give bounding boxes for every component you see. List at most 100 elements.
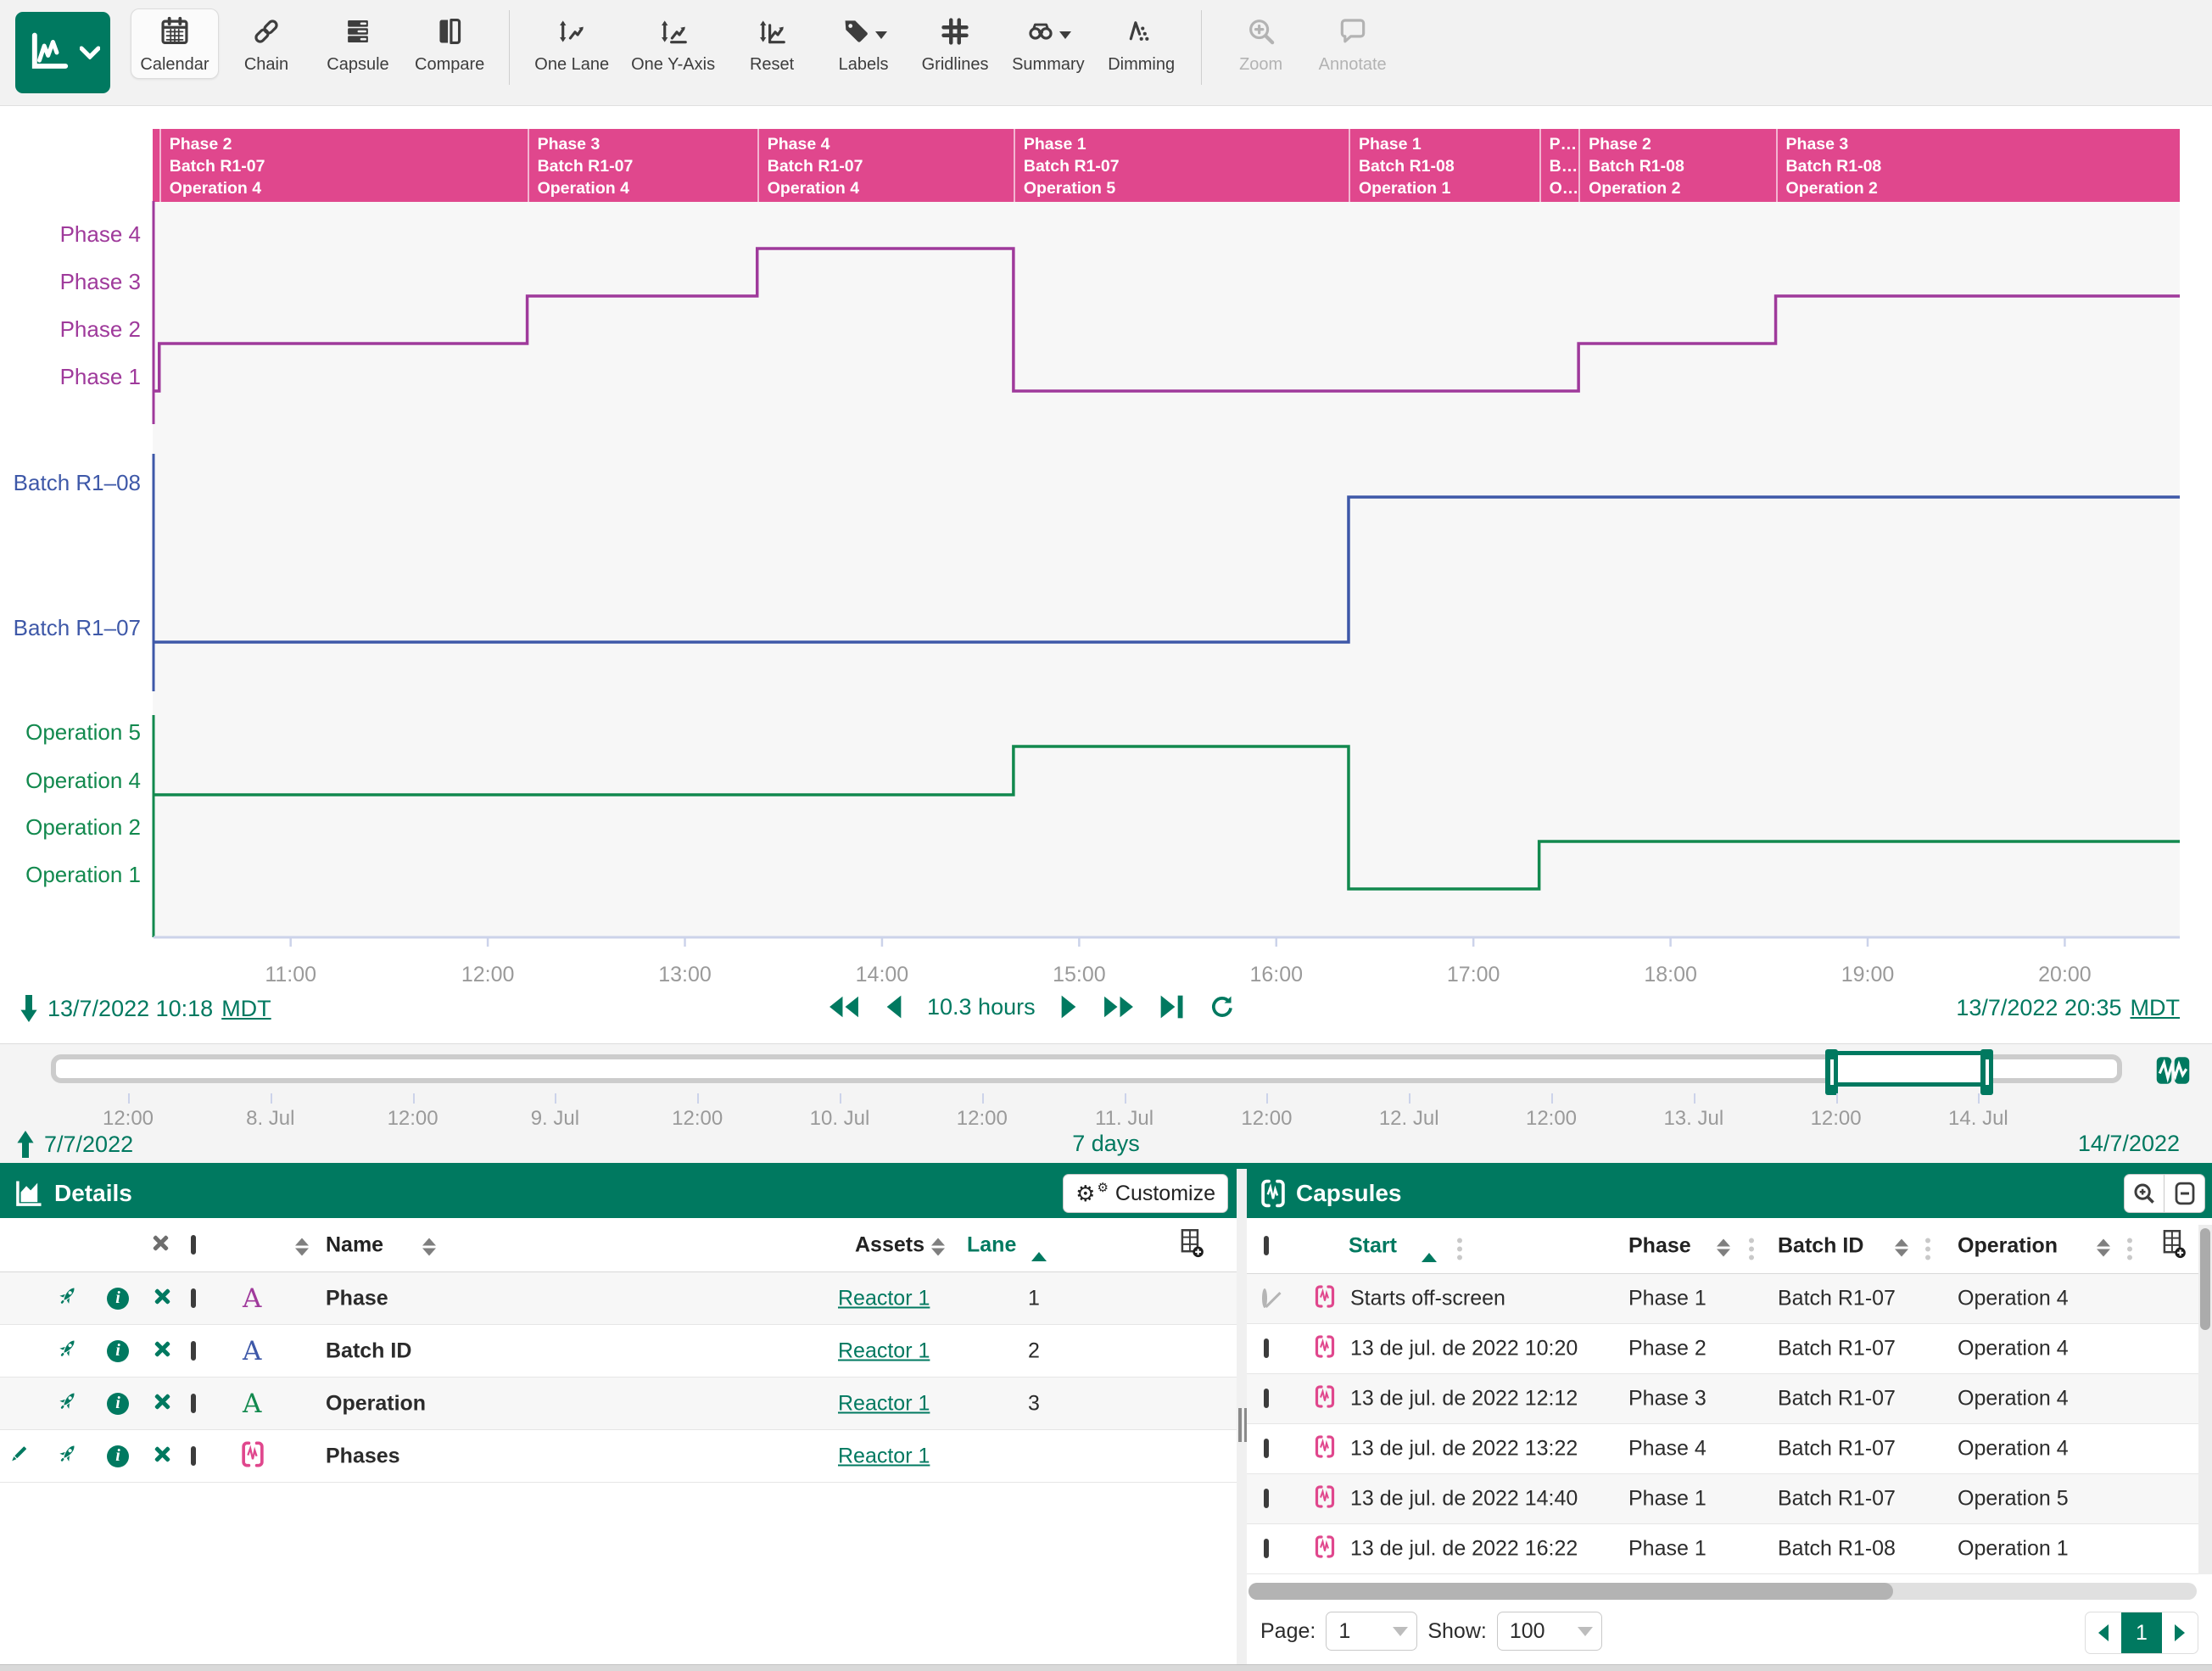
magnify-capsules-button[interactable] [2124, 1174, 2165, 1213]
scrubber-selection[interactable] [1825, 1049, 1993, 1095]
collapse-panel-button[interactable] [2165, 1174, 2205, 1213]
select-all-checkbox[interactable] [191, 1234, 196, 1255]
remove-icon[interactable] [153, 1339, 171, 1362]
capsule-row[interactable]: 13 de jul. de 2022 14:40 Phase 1 Batch R1-… [1247, 1474, 2212, 1524]
row-checkbox[interactable] [191, 1288, 196, 1308]
navigate-icon[interactable] [54, 1441, 80, 1471]
sort-icon[interactable] [2097, 1235, 2110, 1256]
toolbar-button-zoom[interactable]: Zoom [1217, 8, 1305, 79]
trend-tool-button[interactable] [15, 12, 110, 93]
sort-icon[interactable] [931, 1234, 945, 1255]
sort-icon[interactable] [1717, 1235, 1730, 1256]
step-forward-large-icon[interactable] [1102, 994, 1136, 1020]
add-column-icon[interactable] [1177, 1227, 1206, 1262]
row-checkbox[interactable] [191, 1445, 196, 1466]
row-checkbox[interactable] [1264, 1439, 1269, 1458]
sort-icon[interactable] [1895, 1235, 1908, 1256]
toolbar-button-capsule[interactable]: Capsule [314, 8, 402, 79]
details-row[interactable]: i Phases Reactor 1 [0, 1430, 1237, 1483]
asset-link[interactable]: Reactor 1 [838, 1444, 930, 1467]
select-all-checkbox[interactable] [1264, 1235, 1269, 1255]
remove-icon[interactable] [153, 1445, 171, 1467]
asset-link[interactable]: Reactor 1 [838, 1338, 930, 1362]
sort-ascending-icon[interactable] [1422, 1238, 1437, 1262]
info-icon[interactable]: i [107, 1339, 129, 1362]
row-checkbox[interactable] [1264, 1338, 1269, 1358]
navigate-icon[interactable] [54, 1336, 80, 1366]
remove-icon[interactable] [153, 1392, 171, 1415]
horizontal-scrollbar[interactable] [1248, 1583, 2197, 1600]
capsule-header-bar[interactable]: Phase 2 Batch R1-07 Operation 4 Phase 3 Batc… [153, 129, 2180, 202]
asset-link[interactable]: Reactor 1 [838, 1391, 930, 1415]
start-column-header[interactable]: Start [1349, 1233, 1397, 1257]
remove-all-icon[interactable] [151, 1233, 170, 1256]
sort-icon[interactable] [295, 1234, 309, 1255]
next-page-button[interactable] [2162, 1612, 2198, 1653]
column-menu-icon[interactable] [2127, 1232, 2132, 1260]
operation-step-series[interactable] [153, 745, 2180, 891]
prev-page-button[interactable] [2086, 1612, 2121, 1653]
operation-column-header[interactable]: Operation [1958, 1233, 2058, 1257]
asset-link[interactable]: Reactor 1 [838, 1286, 930, 1310]
vertical-scrollbar[interactable] [2198, 1225, 2212, 1574]
row-checkbox[interactable] [1264, 1539, 1269, 1558]
column-menu-icon[interactable] [1749, 1232, 1754, 1260]
capsule-row[interactable]: 13 de jul. de 2022 12:12 Phase 3 Batch R1-… [1247, 1374, 2212, 1424]
batch-column-header[interactable]: Batch ID [1778, 1233, 1864, 1257]
capsule-bar-segment[interactable]: Phase 3 Batch R1-08 Operation 2 [1775, 129, 2180, 202]
row-checkbox[interactable] [191, 1340, 196, 1361]
page-select[interactable]: 1 [1326, 1612, 1418, 1651]
current-page-button[interactable]: 1 [2121, 1612, 2162, 1653]
capsule-bar-segment[interactable]: Phase 1 Batch R1-08 Operation 1 [1348, 129, 1539, 202]
resize-grip-icon[interactable] [1238, 1408, 1248, 1442]
capsule-row[interactable]: Starts off-screen Phase 1 Batch R1-07 Opera… [1247, 1274, 2212, 1324]
assets-column-header[interactable]: Assets [855, 1232, 924, 1256]
toolbar-button-gridlines[interactable]: Gridlines [911, 8, 999, 79]
toolbar-button-chain[interactable]: Chain [222, 8, 310, 79]
customize-button[interactable]: ⚙ ⚙ Customize [1063, 1174, 1228, 1213]
details-row[interactable]: i A Batch ID Reactor 1 2 [0, 1325, 1237, 1378]
edit-icon[interactable] [7, 1442, 31, 1470]
toolbar-button-labels[interactable]: Labels [819, 8, 908, 79]
duration-label[interactable]: 10.3 hours [927, 993, 1036, 1020]
sort-icon[interactable] [422, 1234, 436, 1255]
phase-step-series[interactable] [153, 247, 2180, 393]
toolbar-button-calendar[interactable]: Calendar [131, 8, 219, 79]
toolbar-button-dimming[interactable]: Dimming [1098, 8, 1186, 79]
column-menu-icon[interactable] [1925, 1232, 1930, 1260]
scrubber-track[interactable] [51, 1054, 2122, 1083]
row-checkbox[interactable] [1264, 1389, 1269, 1408]
info-icon[interactable]: i [107, 1287, 129, 1310]
capsule-bar-segment[interactable]: Phase 2 Batch R1-08 Operation 2 [1578, 129, 1775, 202]
capsule-bar-segment[interactable]: Phase 3 Batch R1-07 Operation 4 [527, 129, 757, 202]
refresh-icon[interactable] [1209, 993, 1236, 1020]
sort-ascending-icon[interactable] [1031, 1237, 1047, 1261]
toolbar-button-compare[interactable]: Compare [405, 8, 494, 79]
step-back-large-icon[interactable] [827, 994, 861, 1020]
lane-column-header[interactable]: Lane [967, 1232, 1017, 1256]
info-icon[interactable]: i [107, 1445, 129, 1467]
add-column-icon[interactable] [2159, 1228, 2188, 1263]
phase-column-header[interactable]: Phase [1628, 1233, 1691, 1257]
row-checkbox[interactable] [1264, 1489, 1269, 1508]
scrubber-handle-right[interactable] [1980, 1049, 1993, 1095]
scrubber-handle-left[interactable] [1825, 1049, 1838, 1095]
toolbar-button-annotate[interactable]: Annotate [1309, 8, 1397, 79]
timezone-link-start[interactable]: MDT [221, 995, 271, 1021]
navigate-icon[interactable] [54, 1389, 80, 1418]
capsule-row[interactable]: 13 de jul. de 2022 16:22 Phase 1 Batch R1-… [1247, 1524, 2212, 1574]
navigate-icon[interactable] [54, 1283, 80, 1313]
capsule-bar-segment[interactable]: Phase 4 Batch R1-07 Operation 4 [757, 129, 1014, 202]
step-forward-icon[interactable] [1059, 994, 1078, 1020]
remove-icon[interactable] [153, 1287, 171, 1310]
column-menu-icon[interactable] [1457, 1232, 1462, 1260]
toolbar-button-summary[interactable]: Summary [1003, 8, 1094, 79]
capsule-bar-segment[interactable]: P… B… O… [1539, 129, 1578, 202]
capsule-row[interactable]: 13 de jul. de 2022 13:22 Phase 4 Batch R1-… [1247, 1424, 2212, 1474]
capsule-bar-segment[interactable]: Phase 2 Batch R1-07 Operation 4 [159, 129, 528, 202]
toolbar-button-one-lane[interactable]: One Lane [525, 8, 618, 79]
show-select[interactable]: 100 [1496, 1612, 1602, 1651]
row-checkbox[interactable] [191, 1393, 196, 1413]
name-column-header[interactable]: Name [326, 1232, 384, 1256]
details-row[interactable]: i A Phase Reactor 1 1 [0, 1272, 1237, 1325]
